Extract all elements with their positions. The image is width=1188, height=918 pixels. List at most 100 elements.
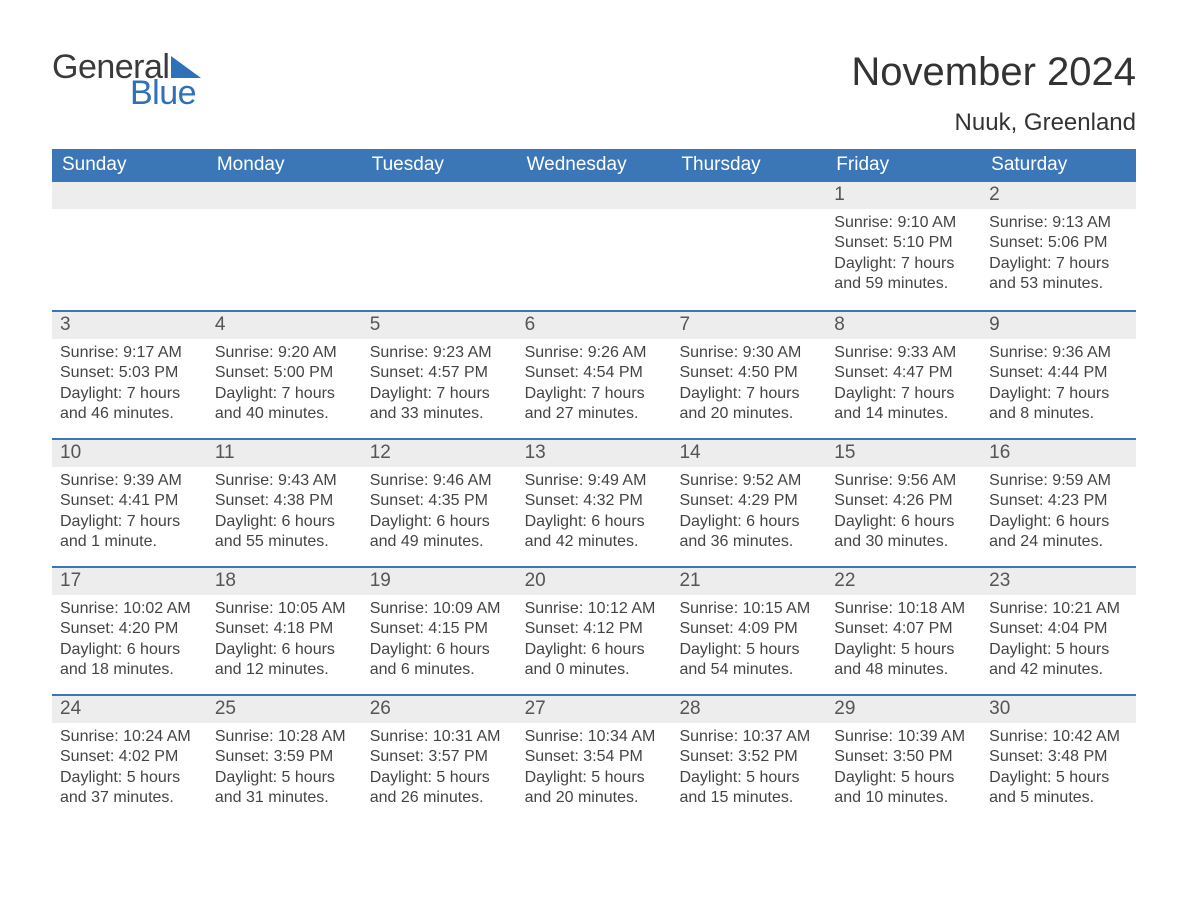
day-number	[362, 182, 517, 209]
daylight-text-2: and 26 minutes.	[370, 788, 509, 808]
daylight-text-2: and 10 minutes.	[834, 788, 973, 808]
sunset-text: Sunset: 5:03 PM	[60, 363, 199, 383]
day-details: Sunrise: 9:26 AMSunset: 4:54 PMDaylight:…	[517, 339, 672, 429]
day-number: 2	[981, 182, 1136, 209]
day-number: 15	[826, 440, 981, 467]
day-details: Sunrise: 9:36 AMSunset: 4:44 PMDaylight:…	[981, 339, 1136, 429]
day-details: Sunrise: 9:23 AMSunset: 4:57 PMDaylight:…	[362, 339, 517, 429]
sunrise-text: Sunrise: 10:24 AM	[60, 727, 199, 747]
daylight-text-2: and 20 minutes.	[679, 404, 818, 424]
day-number: 29	[826, 696, 981, 723]
day-cell: 5Sunrise: 9:23 AMSunset: 4:57 PMDaylight…	[362, 312, 517, 438]
sunrise-text: Sunrise: 10:28 AM	[215, 727, 354, 747]
day-cell: 27Sunrise: 10:34 AMSunset: 3:54 PMDaylig…	[517, 696, 672, 822]
day-cell: 13Sunrise: 9:49 AMSunset: 4:32 PMDayligh…	[517, 440, 672, 566]
day-cell	[517, 182, 672, 310]
daylight-text-2: and 27 minutes.	[525, 404, 664, 424]
location-subtitle: Nuuk, Greenland	[851, 109, 1136, 137]
daylight-text-1: Daylight: 5 hours	[834, 768, 973, 788]
day-cell: 11Sunrise: 9:43 AMSunset: 4:38 PMDayligh…	[207, 440, 362, 566]
page-title: November 2024	[851, 50, 1136, 95]
sunset-text: Sunset: 4:35 PM	[370, 491, 509, 511]
daylight-text-1: Daylight: 7 hours	[834, 254, 973, 274]
day-cell: 30Sunrise: 10:42 AMSunset: 3:48 PMDaylig…	[981, 696, 1136, 822]
day-number: 21	[671, 568, 826, 595]
day-number: 7	[671, 312, 826, 339]
week-row: 10Sunrise: 9:39 AMSunset: 4:41 PMDayligh…	[52, 438, 1136, 566]
day-cell: 24Sunrise: 10:24 AMSunset: 4:02 PMDaylig…	[52, 696, 207, 822]
daylight-text-2: and 24 minutes.	[989, 532, 1128, 552]
sunrise-text: Sunrise: 9:36 AM	[989, 343, 1128, 363]
daylight-text-1: Daylight: 5 hours	[679, 768, 818, 788]
day-cell	[671, 182, 826, 310]
sunrise-text: Sunrise: 10:09 AM	[370, 599, 509, 619]
day-details: Sunrise: 9:46 AMSunset: 4:35 PMDaylight:…	[362, 467, 517, 557]
day-cell: 21Sunrise: 10:15 AMSunset: 4:09 PMDaylig…	[671, 568, 826, 694]
day-number: 4	[207, 312, 362, 339]
sunset-text: Sunset: 4:26 PM	[834, 491, 973, 511]
week-row: 17Sunrise: 10:02 AMSunset: 4:20 PMDaylig…	[52, 566, 1136, 694]
day-number: 20	[517, 568, 672, 595]
sunrise-text: Sunrise: 9:43 AM	[215, 471, 354, 491]
day-number: 9	[981, 312, 1136, 339]
day-number: 25	[207, 696, 362, 723]
daylight-text-1: Daylight: 5 hours	[60, 768, 199, 788]
weekday-header: Saturday	[981, 149, 1136, 182]
day-cell: 8Sunrise: 9:33 AMSunset: 4:47 PMDaylight…	[826, 312, 981, 438]
day-cell	[362, 182, 517, 310]
day-details: Sunrise: 10:34 AMSunset: 3:54 PMDaylight…	[517, 723, 672, 813]
day-details: Sunrise: 9:33 AMSunset: 4:47 PMDaylight:…	[826, 339, 981, 429]
logo-text-2: Blue	[130, 76, 201, 110]
daylight-text-1: Daylight: 7 hours	[989, 384, 1128, 404]
daylight-text-2: and 59 minutes.	[834, 274, 973, 294]
day-cell: 1Sunrise: 9:10 AMSunset: 5:10 PMDaylight…	[826, 182, 981, 310]
daylight-text-2: and 31 minutes.	[215, 788, 354, 808]
day-cell: 16Sunrise: 9:59 AMSunset: 4:23 PMDayligh…	[981, 440, 1136, 566]
sunrise-text: Sunrise: 10:42 AM	[989, 727, 1128, 747]
day-number: 30	[981, 696, 1136, 723]
daylight-text-2: and 40 minutes.	[215, 404, 354, 424]
sunrise-text: Sunrise: 9:26 AM	[525, 343, 664, 363]
daylight-text-2: and 12 minutes.	[215, 660, 354, 680]
day-details: Sunrise: 10:02 AMSunset: 4:20 PMDaylight…	[52, 595, 207, 685]
daylight-text-2: and 30 minutes.	[834, 532, 973, 552]
daylight-text-1: Daylight: 5 hours	[370, 768, 509, 788]
day-cell: 26Sunrise: 10:31 AMSunset: 3:57 PMDaylig…	[362, 696, 517, 822]
day-details: Sunrise: 10:21 AMSunset: 4:04 PMDaylight…	[981, 595, 1136, 685]
day-cell: 6Sunrise: 9:26 AMSunset: 4:54 PMDaylight…	[517, 312, 672, 438]
day-details: Sunrise: 10:18 AMSunset: 4:07 PMDaylight…	[826, 595, 981, 685]
sunrise-text: Sunrise: 9:39 AM	[60, 471, 199, 491]
day-number: 8	[826, 312, 981, 339]
day-cell: 3Sunrise: 9:17 AMSunset: 5:03 PMDaylight…	[52, 312, 207, 438]
sunset-text: Sunset: 4:07 PM	[834, 619, 973, 639]
day-details: Sunrise: 9:13 AMSunset: 5:06 PMDaylight:…	[981, 209, 1136, 299]
day-number: 22	[826, 568, 981, 595]
sunset-text: Sunset: 4:02 PM	[60, 747, 199, 767]
daylight-text-1: Daylight: 6 hours	[834, 512, 973, 532]
sunrise-text: Sunrise: 9:33 AM	[834, 343, 973, 363]
sunset-text: Sunset: 3:50 PM	[834, 747, 973, 767]
day-number: 17	[52, 568, 207, 595]
sunset-text: Sunset: 4:57 PM	[370, 363, 509, 383]
sunset-text: Sunset: 3:48 PM	[989, 747, 1128, 767]
daylight-text-2: and 14 minutes.	[834, 404, 973, 424]
sunrise-text: Sunrise: 9:52 AM	[679, 471, 818, 491]
day-details: Sunrise: 10:09 AMSunset: 4:15 PMDaylight…	[362, 595, 517, 685]
sunrise-text: Sunrise: 9:49 AM	[525, 471, 664, 491]
weekday-header-row: SundayMondayTuesdayWednesdayThursdayFrid…	[52, 149, 1136, 182]
daylight-text-1: Daylight: 5 hours	[215, 768, 354, 788]
sunset-text: Sunset: 4:09 PM	[679, 619, 818, 639]
daylight-text-1: Daylight: 6 hours	[370, 512, 509, 532]
day-details: Sunrise: 9:49 AMSunset: 4:32 PMDaylight:…	[517, 467, 672, 557]
day-details: Sunrise: 9:59 AMSunset: 4:23 PMDaylight:…	[981, 467, 1136, 557]
day-details: Sunrise: 9:39 AMSunset: 4:41 PMDaylight:…	[52, 467, 207, 557]
daylight-text-1: Daylight: 6 hours	[215, 512, 354, 532]
daylight-text-1: Daylight: 7 hours	[989, 254, 1128, 274]
daylight-text-1: Daylight: 6 hours	[60, 640, 199, 660]
daylight-text-1: Daylight: 7 hours	[215, 384, 354, 404]
sunset-text: Sunset: 4:20 PM	[60, 619, 199, 639]
daylight-text-1: Daylight: 5 hours	[834, 640, 973, 660]
day-number: 12	[362, 440, 517, 467]
day-cell: 14Sunrise: 9:52 AMSunset: 4:29 PMDayligh…	[671, 440, 826, 566]
sunset-text: Sunset: 4:41 PM	[60, 491, 199, 511]
